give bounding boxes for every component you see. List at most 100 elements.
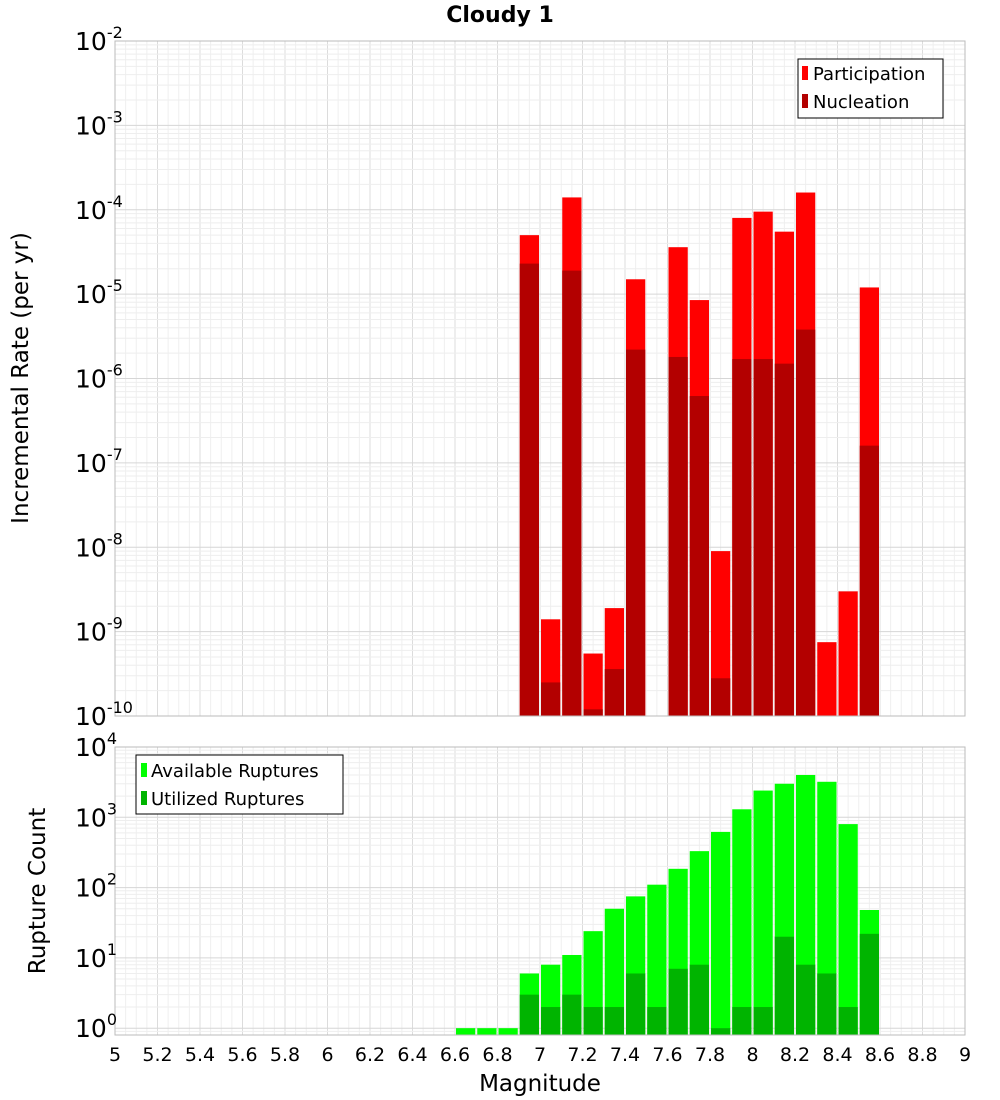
magnitude-tick-label: 6.2 bbox=[355, 1044, 385, 1066]
count-plot-frame bbox=[114, 746, 966, 1036]
rate-y-tick-label: 10-5 bbox=[75, 276, 123, 309]
nucleation-bar bbox=[689, 396, 709, 716]
nucleation-bar bbox=[541, 682, 561, 716]
magnitude-tick-label: 7.8 bbox=[695, 1044, 725, 1066]
available-ruptures-bar bbox=[753, 790, 773, 1035]
legend-swatch-available bbox=[141, 763, 147, 777]
magnitude-tick-label: 5.2 bbox=[142, 1044, 172, 1066]
rate-grid bbox=[114, 40, 966, 717]
available-ruptures-bar bbox=[477, 1028, 497, 1035]
nucleation-bar bbox=[732, 359, 752, 716]
utilized-ruptures-bar bbox=[583, 1007, 603, 1035]
rate-y-tick-label: 10-9 bbox=[75, 614, 123, 647]
count-y-tick-labels: 100 101 102 103 104 bbox=[75, 729, 117, 1043]
magnitude-tick-label: 7.6 bbox=[652, 1044, 682, 1066]
legend-swatch-participation bbox=[802, 66, 808, 80]
participation-bar bbox=[817, 642, 837, 716]
rate-panel: 10-10 10-9 10-8 10-7 10-6 10-5 10-4 10-3 10-2 In… bbox=[8, 23, 966, 731]
count-y-axis-label: Rupture Count bbox=[25, 808, 51, 974]
rate-y-tick-label: 10-8 bbox=[75, 529, 123, 562]
rate-y-tick-label: 10-3 bbox=[75, 107, 123, 140]
magnitude-tick-label: 8.6 bbox=[865, 1044, 895, 1066]
nucleation-bar bbox=[753, 359, 773, 716]
magnitude-tick-label: 6 bbox=[321, 1044, 333, 1066]
count-legend-box bbox=[135, 754, 344, 815]
magnitude-tick-label: 6.6 bbox=[440, 1044, 470, 1066]
legend-swatch-utilized bbox=[141, 791, 147, 805]
utilized-ruptures-bar bbox=[519, 994, 539, 1035]
nucleation-bar bbox=[796, 329, 816, 716]
legend-label-utilized: Utilized Ruptures bbox=[151, 789, 304, 810]
legend-swatch-nucleation bbox=[802, 94, 808, 108]
nucleation-bar bbox=[774, 363, 794, 716]
utilized-ruptures-bar bbox=[626, 973, 646, 1035]
participation-bar bbox=[711, 551, 731, 716]
available-ruptures-bar bbox=[732, 809, 752, 1035]
nucleation-bar bbox=[859, 445, 879, 716]
nucleation-bar bbox=[668, 356, 688, 716]
rate-y-tick-label: 10-7 bbox=[75, 445, 123, 478]
available-ruptures-bar bbox=[604, 908, 624, 1035]
participation-bar bbox=[838, 591, 858, 716]
count-bars bbox=[456, 774, 879, 1035]
available-ruptures-bar bbox=[456, 1028, 476, 1035]
magnitude-tick-label: 5.6 bbox=[227, 1044, 257, 1066]
nucleation-bar bbox=[562, 270, 582, 716]
utilized-ruptures-bar bbox=[859, 933, 879, 1035]
x-axis-label: Magnitude bbox=[479, 1071, 601, 1097]
rate-legend-box bbox=[797, 58, 944, 119]
utilized-ruptures-bar bbox=[668, 968, 688, 1035]
nucleation-bar bbox=[519, 263, 539, 716]
utilized-ruptures-bar bbox=[604, 1007, 624, 1035]
rate-plot-frame bbox=[114, 40, 966, 717]
magnitude-tick-label: 7.4 bbox=[610, 1044, 640, 1066]
magnitude-tick-label: 8.2 bbox=[780, 1044, 810, 1066]
participation-bar bbox=[583, 653, 603, 716]
available-ruptures-bar bbox=[817, 781, 837, 1035]
legend-label-nucleation: Nucleation bbox=[813, 92, 909, 113]
rate-legend: Participation Nucleation bbox=[797, 58, 944, 119]
count-y-tick-label: 103 bbox=[75, 799, 117, 832]
available-ruptures-bar bbox=[647, 884, 667, 1035]
rate-y-tick-labels: 10-10 10-9 10-8 10-7 10-6 10-5 10-4 10-3 10-2 bbox=[75, 23, 133, 731]
legend-label-participation: Participation bbox=[813, 64, 925, 85]
magnitude-tick-label: 5 bbox=[109, 1044, 121, 1066]
nucleation-bar bbox=[711, 678, 731, 716]
legend-label-available: Available Ruptures bbox=[151, 761, 319, 782]
rate-y-tick-label: 10-4 bbox=[75, 192, 123, 225]
rate-bars bbox=[519, 192, 879, 717]
rate-y-tick-label: 10-10 bbox=[75, 698, 133, 731]
available-ruptures-bar bbox=[838, 824, 858, 1035]
count-y-tick-label: 101 bbox=[75, 940, 117, 973]
magnitude-tick-label: 6.8 bbox=[482, 1044, 512, 1066]
available-ruptures-bar bbox=[711, 831, 731, 1035]
available-ruptures-bar bbox=[498, 1028, 518, 1035]
count-panel: 100 101 102 103 104 5 5.2 5.4 5.6 5.8 6 6.2 6.4 6.6 6… bbox=[25, 729, 971, 1097]
magnitude-tick-label: 7.2 bbox=[567, 1044, 597, 1066]
magnitude-tick-label: 5.8 bbox=[270, 1044, 300, 1066]
utilized-ruptures-bar bbox=[647, 1007, 667, 1035]
rate-y-tick-label: 10-6 bbox=[75, 361, 123, 394]
nucleation-bar bbox=[583, 709, 603, 716]
magnitude-tick-label: 8 bbox=[746, 1044, 758, 1066]
magnitude-tick-labels: 5 5.2 5.4 5.6 5.8 6 6.2 6.4 6.6 6.8 7 7.2 7.4 7.6 7.8 8… bbox=[109, 1044, 971, 1066]
utilized-ruptures-bar bbox=[689, 964, 709, 1035]
rate-y-tick-label: 10-2 bbox=[75, 23, 123, 56]
chart-title: Cloudy 1 bbox=[446, 3, 554, 28]
utilized-ruptures-bar bbox=[541, 1007, 561, 1035]
magnitude-tick-label: 5.4 bbox=[185, 1044, 215, 1066]
count-legend: Available Ruptures Utilized Ruptures bbox=[135, 754, 344, 815]
utilized-ruptures-bar bbox=[711, 1028, 731, 1035]
magnitude-tick-label: 7 bbox=[534, 1044, 546, 1066]
utilized-ruptures-bar bbox=[753, 1007, 773, 1035]
utilized-ruptures-bar bbox=[817, 973, 837, 1035]
nucleation-bar bbox=[604, 669, 624, 716]
count-y-tick-label: 100 bbox=[75, 1010, 117, 1043]
magnitude-tick-label: 6.4 bbox=[397, 1044, 427, 1066]
utilized-ruptures-bar bbox=[562, 994, 582, 1035]
utilized-ruptures-bar bbox=[796, 964, 816, 1035]
count-grid bbox=[114, 746, 966, 1036]
magnitude-tick-label: 8.8 bbox=[907, 1044, 937, 1066]
utilized-ruptures-bar bbox=[732, 1007, 752, 1035]
